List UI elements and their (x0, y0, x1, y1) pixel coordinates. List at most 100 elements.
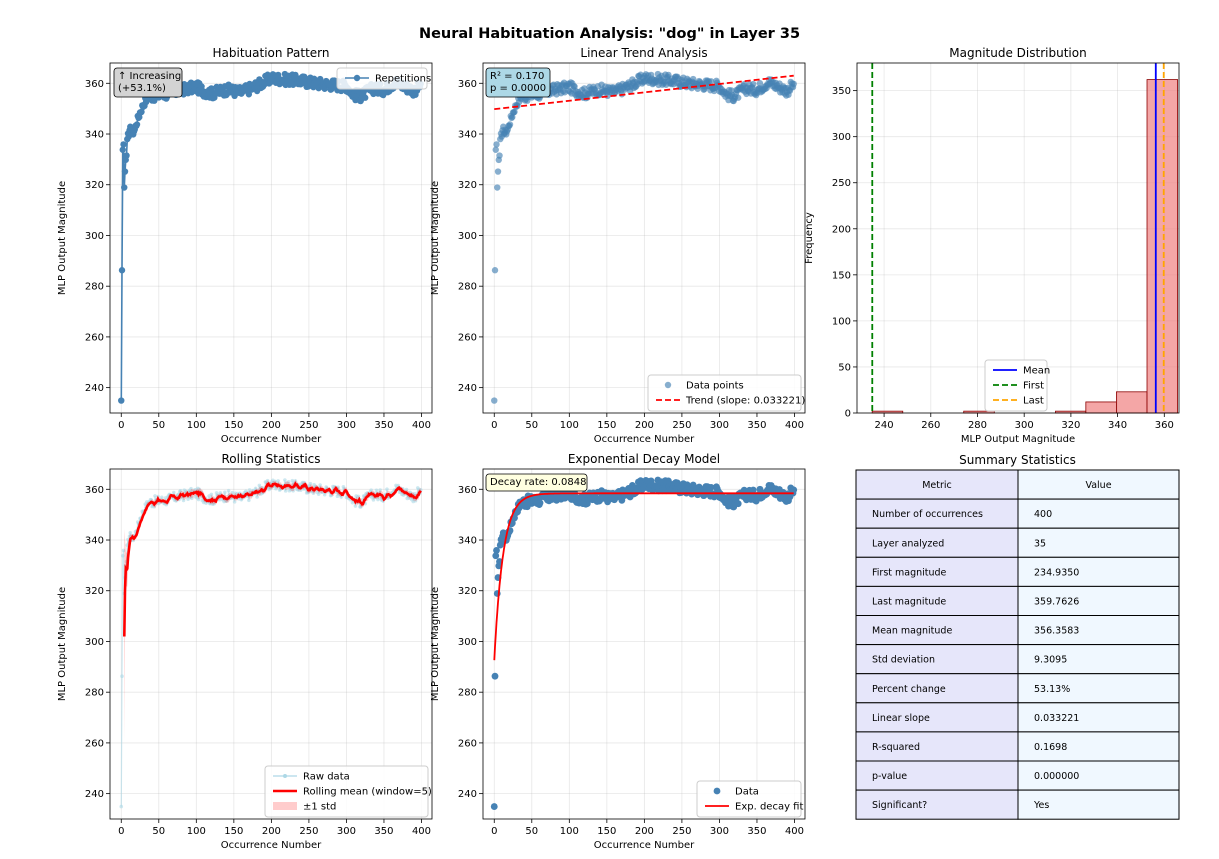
x-axis-label: Occurrence Number (221, 434, 322, 445)
raw-data-point (378, 488, 383, 492)
legend-marker (664, 381, 672, 389)
raw-data-point (178, 488, 183, 493)
data-point (492, 146, 499, 153)
raw-data-point (322, 492, 327, 497)
raw-data-point (120, 674, 124, 679)
y-tick-label: 300 (85, 231, 104, 242)
data-point (494, 184, 501, 191)
table-header-value: Value (1085, 480, 1111, 491)
raw-data-point (255, 495, 259, 499)
table-row-metric-cell (855, 498, 1019, 529)
legend-frame (696, 780, 802, 818)
legend-entry: ±1 std (303, 802, 336, 813)
y-tick-label: 360 (458, 79, 477, 90)
table-cell-metric: Layer analyzed (872, 538, 944, 549)
grid-histogram (857, 63, 1179, 414)
legend-entry: Last (1023, 396, 1044, 407)
raw-data-point (119, 804, 124, 809)
legend-marker (713, 787, 721, 795)
data-point (494, 168, 502, 175)
data-point (734, 500, 742, 508)
data-point (536, 499, 544, 507)
y-tick-label: 240 (458, 383, 477, 394)
axes-linear: 0 50 100 150 200 250 300 350 400 240 260 280 300 320 3… (430, 46, 806, 445)
legend: Mean First Last (984, 359, 1050, 412)
y-axis-label: MLP Output Magnitude (57, 181, 68, 295)
y-axis-label: MLP Output Magnitude (430, 181, 441, 295)
axes-frame (109, 62, 433, 414)
histogram-bar (1116, 391, 1148, 414)
raw-data-point (369, 488, 374, 492)
y-tick-label: 320 (458, 586, 477, 597)
data-point (506, 121, 514, 128)
x-tick-label: 300 (710, 420, 729, 431)
grid-linear (483, 63, 805, 413)
y-tick-label: 280 (458, 688, 477, 699)
table-cell-metric: Std deviation (872, 655, 935, 666)
raw-data-point (273, 479, 277, 484)
table-row-metric-cell (855, 789, 1019, 820)
histogram-bar (1085, 401, 1117, 414)
x-tick-label: 260 (921, 420, 940, 431)
legend-frame (647, 374, 802, 412)
raw-data-point (311, 491, 316, 495)
data-point (790, 80, 797, 88)
data-point (756, 80, 764, 87)
data-point (123, 152, 130, 159)
legend-handle (345, 74, 369, 82)
raw-data-point (230, 490, 235, 495)
data-point (790, 486, 798, 494)
data-point (707, 483, 715, 491)
raw-data-point (159, 495, 164, 500)
y-tick-label: 300 (832, 132, 851, 143)
x-tick-label: 200 (635, 420, 654, 431)
legend: Data points Trend (slope: 0.033221) (647, 374, 805, 412)
y-tick-label: 150 (832, 270, 851, 281)
raw-data-point (196, 497, 201, 502)
x-tick-label: 350 (374, 826, 393, 837)
y-tick-label: 340 (458, 536, 477, 547)
x-tick-label: 250 (299, 826, 318, 837)
x-tick-label: 300 (710, 826, 729, 837)
annotation-box (485, 473, 588, 492)
data-point (492, 552, 500, 560)
y-tick-label: 320 (85, 586, 104, 597)
x-tick-label: 50 (152, 826, 165, 837)
data-point (491, 397, 498, 404)
std-band (124, 479, 421, 745)
x-tick-label: 300 (337, 420, 356, 431)
y-tick-label: 260 (85, 738, 104, 749)
raw-data-point (247, 498, 251, 503)
raw-data-point (353, 504, 358, 508)
x-tick-label: 280 (968, 420, 987, 431)
x-tick-label: 100 (187, 420, 206, 431)
y-axis-label: MLP Output Magnitude (57, 587, 68, 701)
x-tick-label: 340 (1108, 420, 1127, 431)
x-tick-label: 0 (491, 420, 497, 431)
x-tick-label: 150 (597, 420, 616, 431)
data-point (118, 397, 125, 404)
rolling-mean-line (123, 481, 422, 637)
trend-line (494, 74, 794, 111)
raw-data-point (291, 488, 295, 493)
table-cell-metric: Mean magnitude (872, 626, 952, 637)
raw-data-point (265, 478, 270, 483)
x-tick-label: 150 (224, 420, 243, 431)
legend-entry: Raw data (303, 772, 350, 783)
y-axis-label: MLP Output Magnitude (430, 587, 441, 701)
axes-frame (482, 468, 806, 820)
legend-entry: First (1023, 381, 1044, 392)
x-tick-label: 50 (525, 420, 538, 431)
table-row-metric-cell (855, 760, 1019, 791)
raw-data-point (171, 490, 176, 495)
x-tick-label: 400 (785, 420, 804, 431)
raw-data-point (276, 479, 280, 483)
data-point (493, 547, 500, 554)
grid-habituation (110, 63, 432, 413)
legend: Data Exp. decay fit (696, 780, 803, 818)
x-tick-label: 250 (299, 420, 318, 431)
annotation-text: p = 0.0000 (490, 83, 546, 94)
y-tick-label: 260 (85, 332, 104, 343)
data-point (493, 141, 500, 148)
axes-histogram: 240 260 280 300 320 340 360 0 50 100 150 200 250 300 3… (804, 46, 1180, 445)
